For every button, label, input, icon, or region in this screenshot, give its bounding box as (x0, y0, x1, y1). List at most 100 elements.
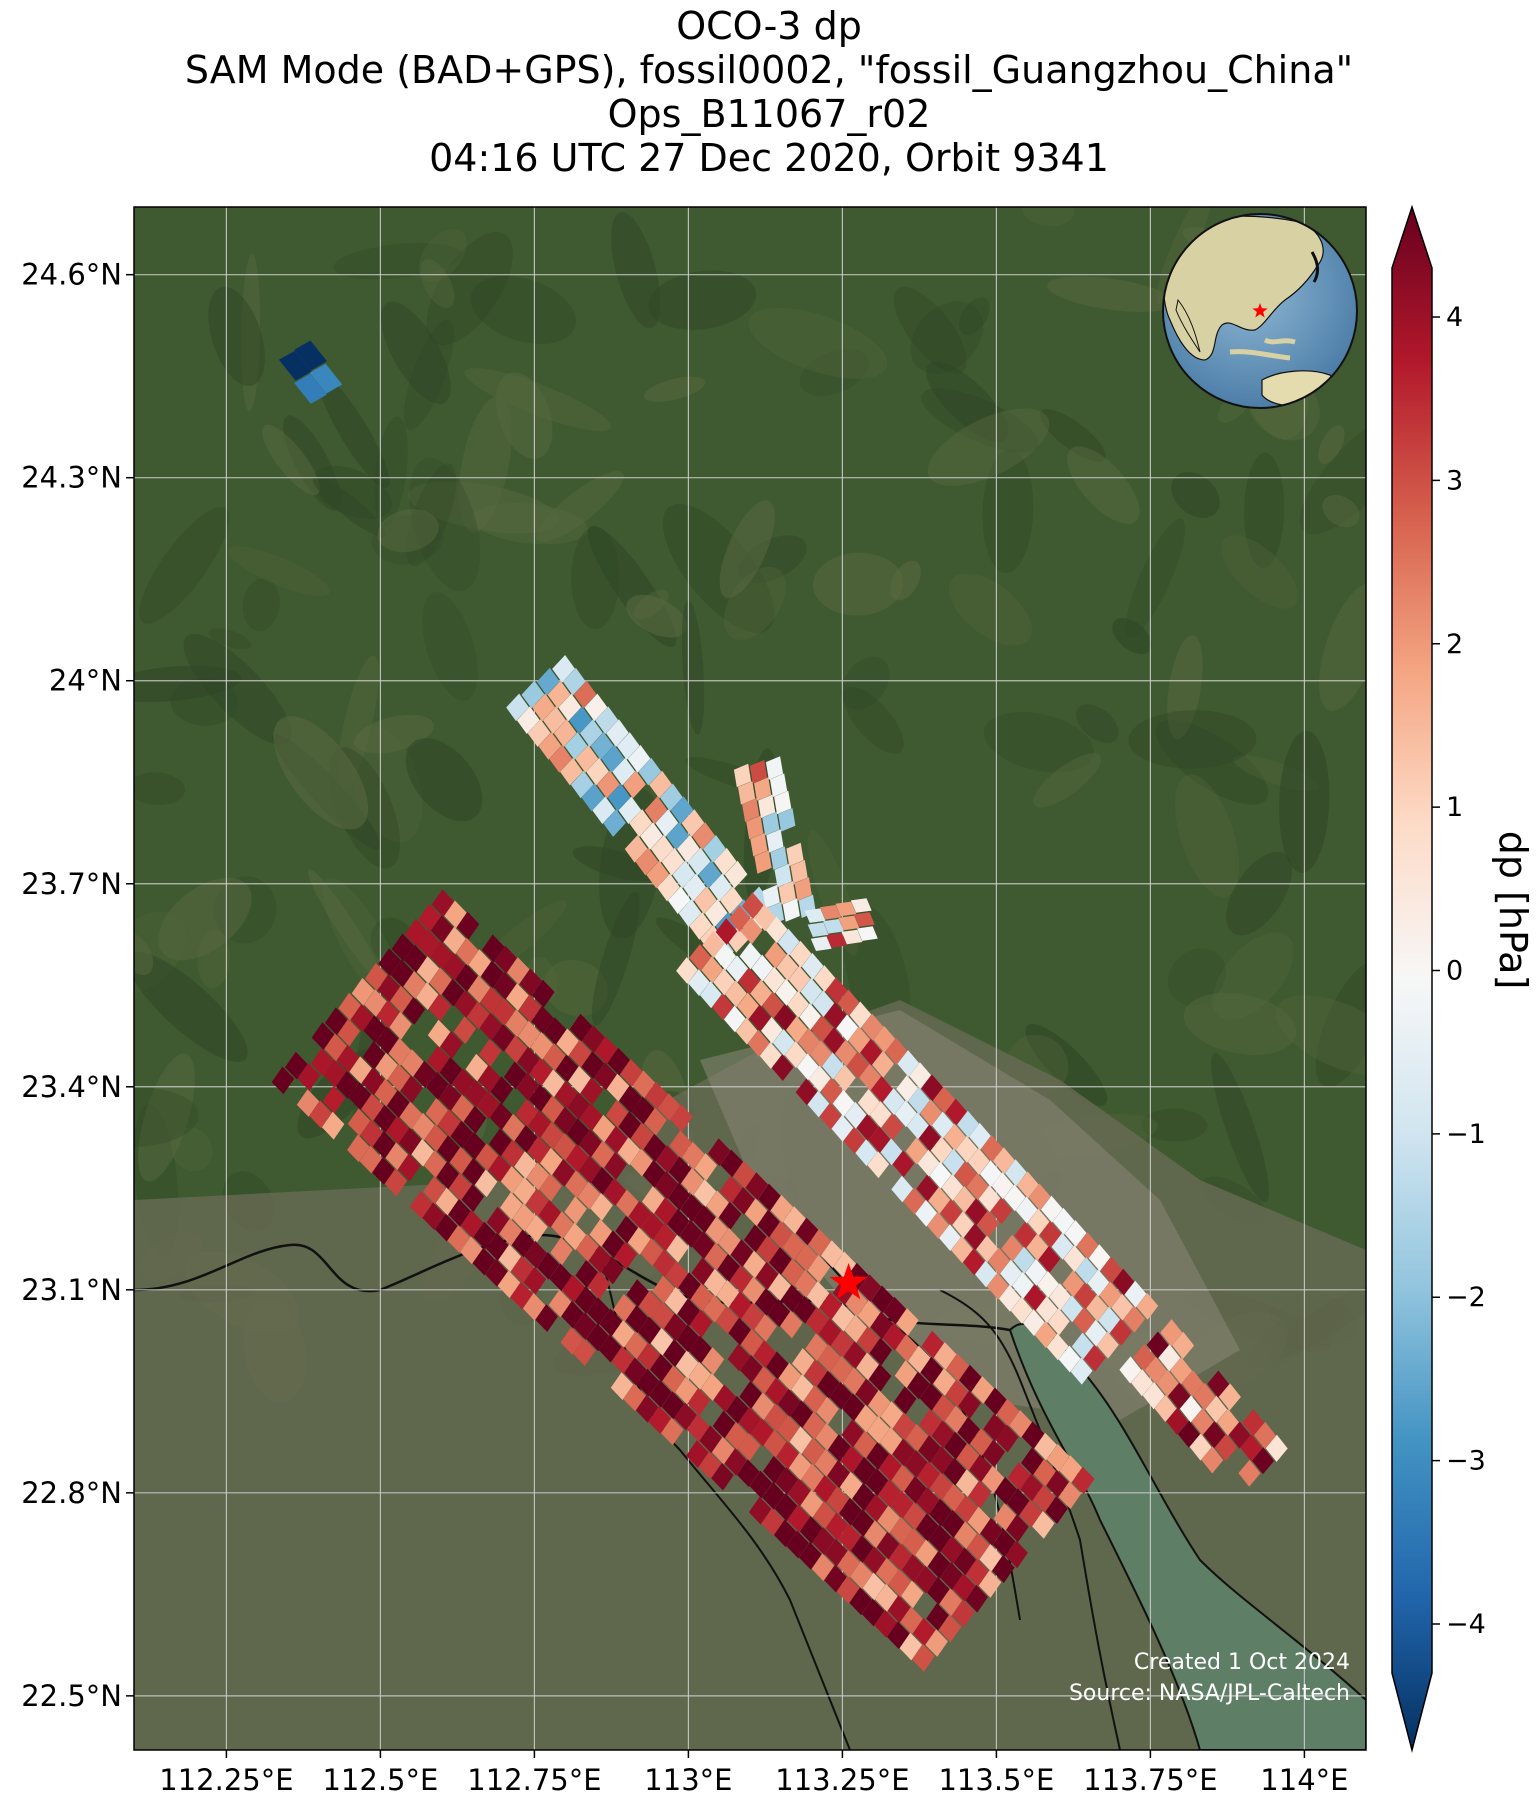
dp-sounding (539, 1173, 562, 1202)
dp-sounding (857, 1326, 880, 1355)
terrain-patch (910, 301, 984, 374)
dp-sounding (577, 1181, 601, 1210)
dp-sounding (929, 1498, 952, 1527)
dp-sounding (1215, 1434, 1237, 1461)
dp-sounding (441, 978, 465, 1007)
dp-sounding (826, 933, 847, 948)
dp-sounding (735, 1017, 758, 1045)
dp-sounding (908, 1345, 931, 1374)
dp-sounding (563, 667, 586, 696)
dp-sounding (359, 1145, 383, 1174)
colorbar-tick-label: 4 (1446, 302, 1463, 333)
dp-sounding (926, 1603, 949, 1631)
dp-sounding (767, 1299, 791, 1327)
dp-sounding (927, 1550, 951, 1579)
dp-sounding (552, 655, 575, 683)
globe-indonesia (1229, 337, 1296, 361)
dp-sounding (1207, 1370, 1230, 1398)
terrain-patch (1075, 704, 1119, 743)
dp-sounding (677, 1298, 700, 1327)
dp-sounding (1168, 1382, 1191, 1410)
dp-sounding (278, 350, 312, 381)
dp-sounding (549, 1263, 572, 1292)
dp-sounding (770, 773, 788, 797)
dp-sounding (630, 1148, 653, 1177)
dp-sounding (454, 990, 477, 1018)
dp-sounding (672, 860, 696, 889)
dp-sounding (504, 1035, 528, 1064)
dp-sounding (391, 933, 415, 962)
dp-sounding (925, 1629, 948, 1657)
dp-sounding (778, 881, 796, 905)
lat-tick-label: 23.4°N (21, 1070, 122, 1104)
dp-sounding (706, 1190, 729, 1219)
dp-sounding (778, 1362, 802, 1391)
dp-sounding (623, 1383, 646, 1412)
dp-sounding (542, 1069, 565, 1098)
dp-sounding (455, 964, 478, 992)
dp-sounding (591, 1140, 615, 1169)
dp-sounding (427, 1019, 451, 1048)
dp-sounding (1039, 1220, 1062, 1248)
dp-sounding (998, 1284, 1021, 1312)
dp-sounding (426, 1071, 449, 1100)
terrain-patch (373, 416, 408, 527)
dp-sounding (349, 1056, 372, 1084)
dp-sounding (655, 1171, 678, 1199)
dp-sounding (787, 1504, 810, 1533)
dp-sounding (917, 1149, 940, 1177)
dp-sounding (786, 1016, 808, 1043)
dp-sounding (790, 860, 808, 884)
terrain-patch (138, 1053, 195, 1182)
dp-sounding (605, 1099, 629, 1128)
colorbar-tick-label: −4 (1446, 1609, 1486, 1640)
dp-sounding (921, 1330, 944, 1359)
dp-sounding (581, 783, 605, 812)
dp-sounding (952, 1211, 974, 1238)
dp-sounding (865, 1494, 888, 1522)
dp-sounding (1087, 1269, 1110, 1297)
dp-sounding (642, 1186, 665, 1214)
dp-sounding (422, 1202, 445, 1231)
pearl-river-estuary (1008, 1322, 1366, 1750)
dp-sounding (580, 719, 603, 747)
dp-sounding (703, 1294, 726, 1323)
dp-sounding (1071, 1332, 1094, 1360)
lat-tick-label: 23.1°N (21, 1273, 122, 1307)
dp-sounding (657, 873, 680, 902)
terrain-patch (921, 388, 1039, 453)
dp-sounding (928, 1186, 951, 1214)
dp-sounding (715, 918, 738, 945)
dp-sounding (1110, 1318, 1132, 1346)
dp-sounding (747, 1029, 770, 1057)
dp-sounding (788, 1478, 811, 1507)
colorbar-tick-label: 0 (1446, 956, 1463, 987)
dp-sounding (388, 1037, 412, 1066)
dp-sounding (1012, 1271, 1034, 1299)
dp-sounding (774, 1493, 798, 1522)
dp-sounding (902, 1528, 926, 1556)
dp-sounding (916, 1487, 940, 1516)
dp-sounding (796, 1053, 819, 1081)
dp-sounding (386, 1116, 409, 1144)
dp-sounding (1026, 1233, 1049, 1261)
terrain-patch (333, 242, 463, 280)
dp-sounding (854, 1404, 878, 1433)
terrain-patch (1322, 494, 1360, 528)
dp-sounding (443, 926, 466, 955)
dp-sounding (955, 1495, 978, 1523)
dp-sounding (837, 989, 860, 1017)
dp-sounding (957, 1417, 980, 1445)
dp-sounding (756, 1235, 780, 1264)
dp-sounding (575, 1260, 598, 1288)
dp-sounding (1033, 1458, 1057, 1487)
dp-sounding (915, 1539, 938, 1568)
dp-sounding (424, 1124, 448, 1152)
dp-sounding (444, 900, 467, 929)
dp-sounding (448, 1199, 471, 1227)
dp-sounding (820, 905, 841, 920)
dp-sounding (1181, 1370, 1204, 1398)
dp-sounding (1028, 1183, 1051, 1211)
dp-sounding (428, 993, 452, 1022)
dp-sounding (782, 898, 800, 922)
